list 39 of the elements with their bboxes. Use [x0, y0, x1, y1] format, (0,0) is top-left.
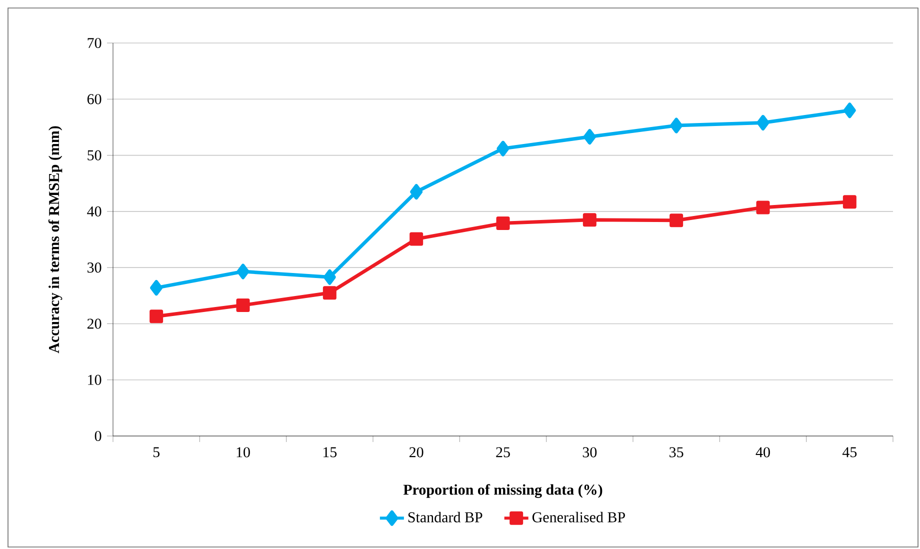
x-tick-label: 10: [236, 447, 250, 458]
point: [496, 216, 510, 230]
point: [670, 214, 684, 228]
x-tick-label: 40: [756, 447, 770, 458]
point: [756, 114, 770, 130]
legend-label: Generalised BP: [532, 512, 625, 522]
point: [410, 232, 424, 246]
legend-label: Standard BP: [408, 512, 482, 522]
point: [582, 213, 596, 227]
point: [323, 269, 336, 285]
point: [236, 298, 250, 312]
x-tick-label: 5: [153, 447, 160, 458]
y-tick-label: 10: [88, 374, 102, 385]
point: [150, 280, 163, 296]
point: [842, 195, 856, 209]
x-tick-label: 30: [582, 447, 597, 458]
y-tick-label: 70: [88, 38, 102, 48]
x-tick-label: 45: [842, 447, 857, 458]
point: [756, 200, 770, 214]
point: [236, 264, 250, 280]
y-tick-label: 30: [88, 262, 102, 273]
point: [410, 184, 423, 200]
x-tick-label: 20: [409, 447, 424, 458]
point: [322, 286, 336, 300]
y-tick-label: 20: [87, 318, 102, 329]
point: [843, 102, 856, 118]
x-axis-title: Proportion of missing data (%): [403, 484, 602, 498]
y-tick-label: 0: [94, 430, 102, 442]
x-tick-label: 25: [496, 447, 510, 458]
x-tick-label: 35: [670, 447, 684, 458]
y-tick-label: 60: [87, 94, 102, 104]
point: [583, 129, 596, 145]
y-tick-label: 40: [87, 206, 102, 216]
point: [496, 140, 510, 156]
y-tick-label: 50: [88, 150, 102, 160]
point: [670, 118, 683, 134]
x-tick-label: 15: [323, 447, 337, 458]
point: [150, 310, 164, 324]
y-axis-title: Accuracy in terms of RMSEp (mm): [48, 126, 62, 354]
